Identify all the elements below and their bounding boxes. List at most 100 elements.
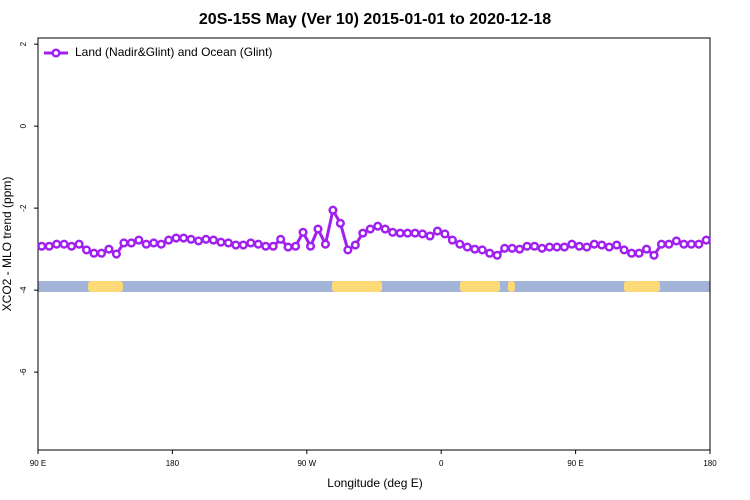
data-point [261,241,271,251]
data-point [522,241,532,251]
data-point [612,240,622,250]
data-point [694,239,704,249]
data-point [358,228,368,238]
x-tick-label: 0 [439,459,444,468]
data-point [141,239,151,249]
data-point [52,239,62,249]
data-point [305,241,316,251]
data-point [171,233,181,243]
legend-marker [51,48,61,58]
data-point [515,244,525,254]
data-point [619,245,629,255]
data-point [343,245,353,255]
data-point [432,226,443,236]
y-tick-label: 0 [19,123,28,128]
data-point [567,239,577,249]
data-point [193,236,204,246]
data-point [298,227,308,237]
data-point [477,245,487,255]
data-point [395,228,405,238]
data-point [559,242,569,252]
data-point [350,240,360,250]
data-point [574,241,584,251]
land-band [623,281,660,292]
data-point [679,239,689,249]
data-point [373,221,383,231]
data-point [119,238,129,248]
chart-title: 20S-15S May (Ver 10) 2015-01-01 to 2020-… [199,11,551,28]
data-point [74,239,84,249]
data-point [223,238,233,248]
data-point [231,240,241,250]
legend-label: Land (Nadir&Glint) and Ocean (Glint) [75,45,272,59]
data-point [455,239,465,249]
data-point [335,218,345,228]
data-point [440,229,450,239]
y-tick-label: -2 [19,204,28,212]
land-band [332,281,383,292]
data-point [186,234,196,244]
data-point [320,239,331,249]
data-point [111,249,121,259]
data-point [597,240,607,250]
data-point [96,248,107,258]
x-tick-label: 180 [703,459,717,468]
data-point [365,224,375,234]
data-point [641,244,652,254]
data-point [529,241,540,251]
data-point [410,228,420,238]
data-point [492,250,502,260]
data-point [37,241,47,251]
data-point [208,235,219,245]
y-tick-label: -4 [19,286,28,294]
data-point [291,241,301,251]
data-point [126,238,136,248]
land-band [460,281,501,292]
data-point [313,224,323,234]
data-point [44,241,54,251]
land-band [507,281,515,292]
data-point [403,228,413,238]
data-point [246,238,256,248]
data-point [179,233,189,243]
data-point [134,235,144,245]
data-point [485,248,495,258]
y-axis-label: XCO2 - MLO trend (ppm) [0,177,14,312]
data-point [589,239,599,249]
land-band [88,281,123,292]
data-point [649,250,659,260]
data-point [604,242,614,252]
data-point [582,242,592,252]
data-point [544,242,555,252]
data-point [380,224,390,234]
data-point [507,243,517,253]
data-point [686,239,696,249]
data-point [425,231,435,241]
data-point [537,243,547,253]
data-point [552,242,562,252]
data-point [164,235,174,245]
data-point [201,234,211,244]
data-point [388,227,398,237]
data-point [656,239,667,249]
data-point [268,241,278,251]
data-point [328,205,338,215]
x-axis-label: Longitude (deg E) [327,476,422,490]
data-point [634,248,644,258]
data-point [276,234,286,244]
data-point [500,243,510,253]
x-tick-label: 90 E [567,459,583,468]
data-point [89,248,99,258]
data-point [462,242,472,252]
data-point [149,238,159,248]
data-point [470,244,480,254]
data-point [59,239,69,249]
y-tick-label: 2 [19,41,28,46]
data-point [81,245,92,255]
data-point [627,248,637,258]
data-point [447,235,457,245]
data-point [417,229,428,239]
data-point [216,237,226,247]
data-point [664,239,674,249]
